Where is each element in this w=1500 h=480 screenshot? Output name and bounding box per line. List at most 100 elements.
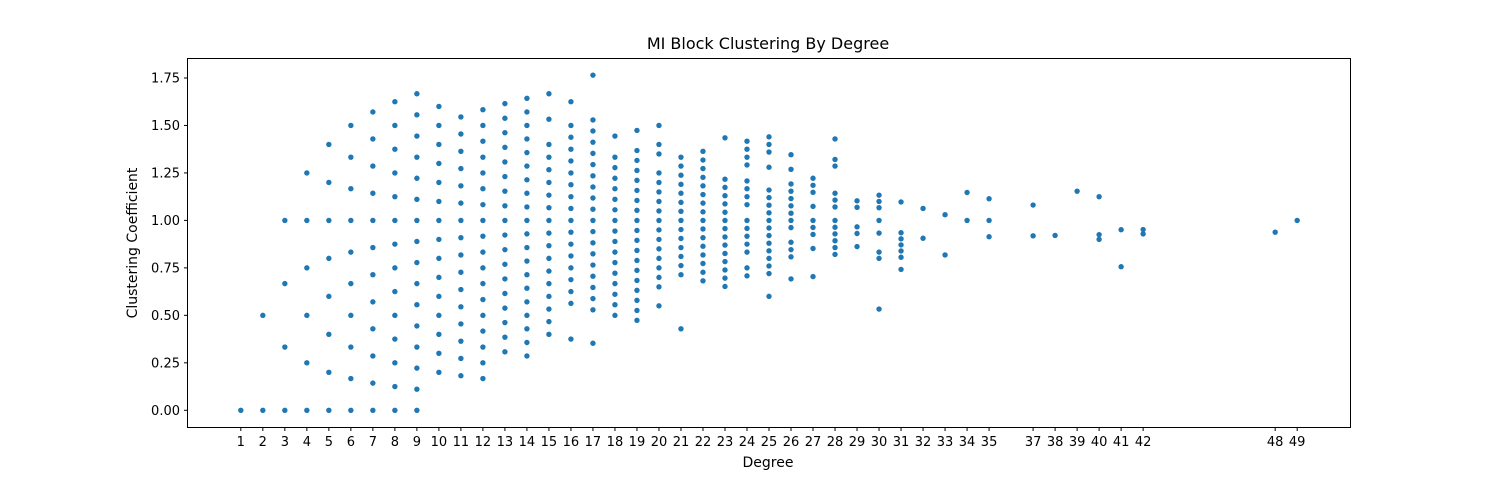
data-point bbox=[480, 154, 486, 160]
data-point bbox=[678, 326, 684, 332]
data-point bbox=[634, 247, 640, 254]
data-point bbox=[568, 193, 574, 200]
data-point bbox=[458, 183, 464, 189]
data-point bbox=[986, 217, 992, 224]
data-point bbox=[854, 243, 860, 250]
x-tick-label: 26 bbox=[783, 435, 800, 450]
data-point bbox=[678, 208, 684, 214]
data-point bbox=[1294, 217, 1300, 224]
data-point bbox=[568, 134, 574, 140]
data-point bbox=[700, 226, 706, 232]
data-point bbox=[392, 383, 398, 390]
data-point bbox=[282, 407, 288, 413]
data-point bbox=[678, 190, 684, 196]
data-point bbox=[810, 189, 816, 196]
data-point bbox=[722, 135, 728, 141]
x-tick-label: 48 bbox=[1267, 435, 1284, 450]
data-point bbox=[920, 235, 926, 241]
data-point bbox=[634, 217, 640, 224]
data-point bbox=[678, 244, 684, 251]
data-point bbox=[590, 295, 596, 302]
data-point bbox=[458, 373, 464, 379]
data-point bbox=[392, 312, 398, 319]
data-point bbox=[832, 136, 838, 142]
data-point bbox=[458, 114, 464, 120]
data-point bbox=[414, 344, 420, 350]
data-point bbox=[810, 231, 816, 238]
data-point bbox=[436, 236, 442, 243]
data-point bbox=[700, 269, 706, 275]
data-point bbox=[546, 255, 552, 262]
data-point bbox=[832, 217, 838, 224]
data-point bbox=[700, 217, 706, 224]
data-point bbox=[568, 99, 574, 105]
y-tick-label: 0.50 bbox=[151, 309, 180, 324]
data-point bbox=[656, 246, 662, 252]
data-point bbox=[634, 157, 640, 164]
data-point bbox=[766, 293, 772, 300]
data-point bbox=[678, 172, 684, 178]
data-point bbox=[656, 265, 662, 271]
data-point bbox=[524, 231, 530, 237]
data-point bbox=[612, 312, 618, 319]
data-point bbox=[634, 287, 640, 293]
data-point bbox=[810, 217, 816, 224]
data-point bbox=[524, 136, 530, 142]
data-point bbox=[634, 177, 640, 184]
data-point bbox=[1096, 193, 1102, 200]
x-tick-label: 49 bbox=[1289, 435, 1306, 450]
data-point bbox=[568, 229, 574, 235]
data-point bbox=[788, 188, 794, 194]
data-point bbox=[546, 167, 552, 173]
data-point bbox=[524, 299, 530, 305]
data-point bbox=[744, 146, 750, 152]
data-point bbox=[590, 228, 596, 235]
data-point bbox=[304, 265, 310, 271]
data-point bbox=[722, 283, 728, 290]
data-point bbox=[810, 182, 816, 188]
data-point bbox=[986, 196, 992, 202]
data-point bbox=[524, 204, 530, 210]
data-point bbox=[590, 307, 596, 313]
data-point bbox=[612, 249, 618, 255]
data-point bbox=[898, 236, 904, 242]
x-tick-label: 18 bbox=[607, 435, 624, 450]
data-point bbox=[832, 204, 838, 210]
data-point bbox=[612, 164, 618, 171]
x-tick-label: 37 bbox=[1025, 435, 1042, 450]
data-point bbox=[392, 99, 398, 105]
data-point bbox=[898, 254, 904, 260]
data-point bbox=[502, 159, 508, 165]
data-point bbox=[876, 198, 882, 205]
data-point bbox=[656, 170, 662, 176]
data-point bbox=[502, 232, 508, 238]
data-point bbox=[590, 240, 596, 246]
data-point bbox=[700, 157, 706, 163]
data-point bbox=[392, 146, 398, 152]
data-point bbox=[568, 241, 574, 247]
data-point bbox=[788, 224, 794, 231]
data-point bbox=[722, 234, 728, 240]
data-point bbox=[612, 185, 618, 192]
data-point bbox=[744, 233, 750, 239]
data-point bbox=[590, 117, 596, 123]
data-point bbox=[392, 241, 398, 247]
data-point bbox=[590, 340, 596, 346]
data-point bbox=[942, 212, 948, 218]
data-point bbox=[304, 217, 310, 224]
data-point bbox=[678, 253, 684, 260]
data-point bbox=[634, 147, 640, 154]
data-point bbox=[348, 280, 354, 287]
data-point bbox=[568, 122, 574, 129]
data-point bbox=[480, 201, 486, 208]
data-point bbox=[370, 163, 376, 169]
data-point bbox=[436, 122, 442, 129]
x-tick-label: 42 bbox=[1135, 435, 1152, 450]
data-point bbox=[590, 217, 596, 224]
data-point bbox=[700, 252, 706, 258]
data-point bbox=[612, 175, 618, 181]
data-point bbox=[480, 280, 486, 287]
data-point bbox=[766, 232, 772, 239]
data-point bbox=[590, 139, 596, 145]
data-point bbox=[524, 190, 530, 196]
